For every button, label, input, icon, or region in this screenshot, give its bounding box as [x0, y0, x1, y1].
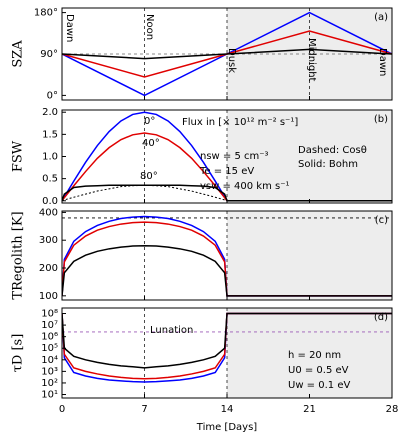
y-tick-label: 180°	[34, 8, 58, 19]
series-line	[62, 111, 392, 202]
panel-label: (b)	[374, 114, 388, 125]
annotation: nsw = 5 cm⁻³	[200, 151, 269, 162]
panel-label: (d)	[374, 312, 388, 323]
panel-label: (a)	[374, 12, 388, 23]
x-axis-label: Time [Days]	[196, 422, 258, 433]
annotation: Dusk	[226, 48, 237, 73]
annotation: U0 = 0.5 eV	[288, 365, 349, 376]
series-line	[62, 215, 392, 297]
y-axis-label: SZA	[11, 40, 26, 68]
night-shade	[227, 308, 392, 398]
panel-label: (c)	[375, 215, 388, 226]
series-line	[62, 312, 392, 380]
annotation: vsw = 400 km s⁻¹	[200, 181, 290, 192]
series-line	[62, 184, 392, 202]
y-tick-label: 10⁸	[41, 309, 58, 320]
x-tick-label: 21	[303, 404, 316, 415]
night-shade	[227, 211, 392, 300]
annotation: Dawn	[377, 48, 388, 76]
annotation: Flux in [× 10¹² m⁻² s⁻¹]	[182, 117, 298, 128]
annotation: Lunation	[150, 325, 193, 336]
night-shade	[227, 110, 392, 203]
annotation: Midnight	[306, 38, 317, 82]
y-tick-label: 0.0	[42, 196, 58, 207]
y-tick-label: 10⁵	[41, 343, 58, 354]
annotation: Dawn	[64, 14, 75, 42]
x-tick-label: 28	[386, 404, 399, 415]
y-tick-label: 1.0	[42, 152, 58, 163]
y-tick-label: 400	[39, 207, 58, 218]
annotation: Te = 15 eV	[199, 166, 254, 177]
series-line	[62, 184, 392, 202]
y-tick-label: 0°	[47, 90, 58, 101]
y-axis-label: τD [s]	[11, 334, 26, 373]
y-tick-label: 10⁷	[41, 320, 58, 331]
y-tick-label: 100	[39, 291, 58, 302]
annotation: h = 20 nm	[288, 350, 341, 361]
y-tick-label: 10¹	[41, 390, 58, 401]
y-tick-label: 0.5	[42, 174, 58, 185]
x-tick-label: 0	[59, 404, 65, 415]
y-tick-label: 1.5	[42, 129, 58, 140]
annotation: Noon	[144, 14, 155, 40]
y-tick-label: 10³	[41, 366, 58, 377]
y-axis-label: FSW	[11, 140, 26, 172]
y-tick-label: 300	[39, 235, 58, 246]
series-line	[62, 312, 392, 383]
series-line	[62, 312, 392, 369]
y-tick-label: 2.0	[42, 107, 58, 118]
annotation: Dashed: Cosθ	[298, 145, 367, 156]
series-label: 40°	[142, 138, 160, 149]
series-line	[62, 221, 392, 297]
y-tick-label: 200	[39, 263, 58, 274]
series-label: 80°	[140, 171, 158, 182]
series-label: 0°	[144, 116, 155, 127]
annotation: Solid: Bohm	[298, 159, 358, 170]
x-tick-label: 14	[221, 404, 234, 415]
x-tick-label: 7	[141, 404, 147, 415]
y-axis-label: TRegolith [K]	[11, 211, 26, 299]
y-tick-label: 10⁶	[41, 332, 58, 343]
series-line	[62, 245, 392, 297]
series-line	[62, 48, 392, 60]
y-tick-label: 90°	[40, 49, 58, 60]
y-tick-label: 10²	[41, 378, 58, 389]
annotation: Uw = 0.1 eV	[288, 380, 350, 391]
y-tick-label: 10⁴	[41, 355, 58, 366]
